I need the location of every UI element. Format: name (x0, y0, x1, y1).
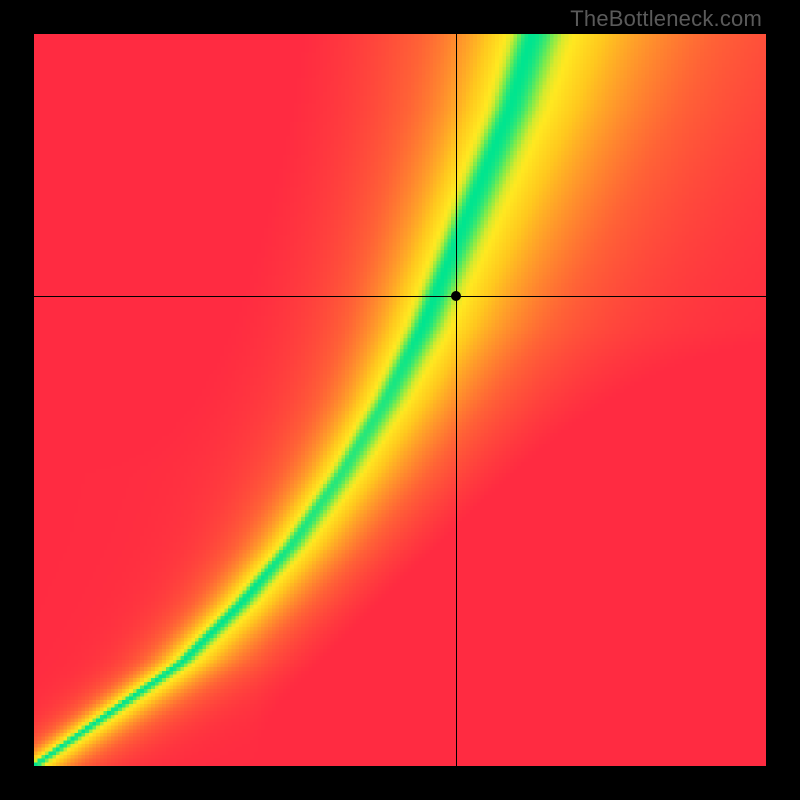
watermark-text: TheBottleneck.com (570, 6, 762, 32)
heatmap-plot (34, 34, 766, 766)
crosshair-vertical (456, 34, 457, 766)
crosshair-horizontal (34, 296, 766, 297)
intersection-marker (451, 291, 461, 301)
heatmap-canvas (34, 34, 766, 766)
